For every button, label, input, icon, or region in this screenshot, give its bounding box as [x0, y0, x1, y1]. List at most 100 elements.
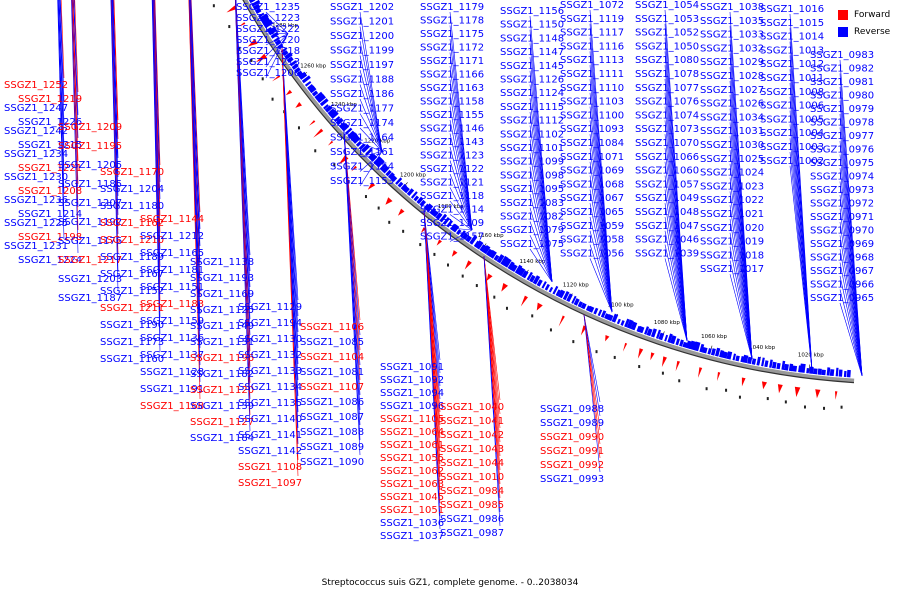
leader-line — [729, 218, 753, 360]
gene-label: SSGZ1_1247 — [4, 103, 68, 114]
reverse-gene — [644, 326, 650, 335]
reverse-gene — [419, 199, 426, 207]
leader-line — [449, 65, 473, 231]
gene-label: SSGZ1_1121 — [420, 178, 484, 189]
leader-line — [449, 200, 473, 231]
leader-line — [111, 0, 119, 254]
gene-label: SSGZ1_1089 — [300, 442, 364, 453]
gene-label: SSGZ1_0970 — [810, 226, 874, 237]
reverse-gene — [397, 181, 404, 188]
gene-label: SSGZ1_1189 — [100, 252, 164, 263]
axis-tick-label: 1260 kbp — [300, 64, 326, 70]
leader-line — [153, 0, 161, 251]
feature-marker — [661, 371, 664, 375]
feature-marker — [297, 126, 300, 130]
gene-label: SSGZ1_1175 — [420, 29, 484, 40]
feature-marker — [613, 355, 616, 359]
leader-line — [152, 0, 161, 336]
reverse-gene — [291, 63, 299, 70]
gene-label: SSGZ1_1071 — [560, 152, 624, 163]
feature-marker — [803, 405, 806, 409]
gene-label: SSGZ1_1157 — [420, 232, 484, 243]
leader-line — [359, 142, 383, 152]
leader-line — [664, 230, 688, 342]
feature-marker — [823, 406, 826, 410]
reverse-gene — [630, 321, 638, 331]
gene-label: SSGZ1_1200 — [330, 31, 394, 42]
reverse-gene — [387, 172, 395, 180]
reverse-gene — [701, 346, 708, 354]
gene-label: SSGZ1_0978 — [810, 118, 874, 129]
reverse-gene — [416, 196, 424, 205]
reverse-gene — [573, 298, 580, 306]
gene-label: SSGZ1_1094 — [380, 388, 444, 399]
feature-marker — [402, 229, 405, 233]
leader-line — [529, 139, 553, 282]
leader-line — [60, 0, 65, 102]
reverse-gene — [548, 286, 554, 293]
reverse-gene — [843, 370, 847, 378]
gene-label: SSGZ1_0986 — [440, 514, 504, 525]
gene-label: SSGZ1_1051 — [380, 505, 444, 516]
feature-marker — [595, 350, 598, 354]
feature-marker — [261, 77, 264, 81]
gene-label: SSGZ1_1026 — [700, 99, 764, 110]
reverse-gene — [503, 257, 512, 268]
gene-label: SSGZ1_1046 — [635, 235, 699, 246]
gene-label: SSGZ1_1005 — [760, 114, 824, 125]
reverse-gene — [658, 332, 665, 341]
reverse-gene — [675, 338, 680, 346]
leader-line — [729, 191, 753, 360]
gene-label: SSGZ1_1003 — [760, 142, 824, 153]
leader-line — [359, 151, 383, 158]
legend-swatch — [838, 26, 848, 37]
gene-label: SSGZ1_1195 — [58, 141, 122, 152]
gene-label: SSGZ1_1159 — [140, 316, 204, 327]
reverse-gene — [707, 348, 712, 355]
leader-line — [281, 48, 299, 477]
reverse-gene — [327, 108, 336, 116]
gene-label: SSGZ1_1077 — [635, 83, 699, 94]
reverse-gene — [735, 355, 740, 362]
leader-line — [110, 0, 119, 292]
gene-label: SSGZ1_1122 — [420, 164, 484, 175]
gene-label: SSGZ1_1126 — [500, 75, 564, 86]
gene-label: SSGZ1_1069 — [560, 166, 624, 177]
gene-label: SSGZ1_1136 — [140, 333, 204, 344]
leader-line — [71, 0, 79, 231]
gene-label: SSGZ1_1060 — [635, 166, 699, 177]
gene-label: SSGZ1_1176 — [58, 236, 122, 247]
leader-line — [359, 40, 383, 152]
gene-label: SSGZ1_1190 — [100, 320, 164, 331]
reverse-gene — [788, 363, 794, 372]
leader-line — [265, 33, 289, 68]
reverse-gene — [402, 185, 410, 194]
leader-line — [839, 248, 863, 376]
reverse-gene — [446, 219, 454, 228]
gene-label: SSGZ1_1225 — [4, 218, 68, 229]
reverse-gene — [461, 232, 469, 240]
gene-label: SSGZ1_1203 — [58, 274, 122, 285]
leader-line — [664, 175, 688, 342]
forward-gene — [464, 260, 472, 270]
gene-label: SSGZ1_1101 — [500, 143, 564, 154]
gene-label: SSGZ1_1224 — [18, 255, 82, 266]
reverse-gene — [679, 339, 684, 347]
gene-label: SSGZ1_1018 — [700, 250, 764, 261]
leader-line — [529, 111, 553, 282]
reverse-gene — [385, 169, 392, 177]
reverse-gene — [410, 191, 418, 199]
leader-line — [449, 214, 473, 231]
gene-label: SSGZ1_1153 — [330, 176, 394, 187]
leader-line — [589, 244, 613, 313]
gene-label: SSGZ1_1084 — [560, 138, 624, 149]
reverse-gene — [761, 357, 765, 367]
forward-gene — [255, 53, 267, 63]
reverse-gene — [424, 203, 434, 213]
gene-label: SSGZ1_1215 — [18, 140, 82, 151]
gene-label: SSGZ1_1132 — [238, 350, 302, 361]
gene-label: SSGZ1_1235 — [236, 2, 300, 13]
forward-gene — [717, 371, 721, 382]
leader-line — [74, 0, 79, 93]
